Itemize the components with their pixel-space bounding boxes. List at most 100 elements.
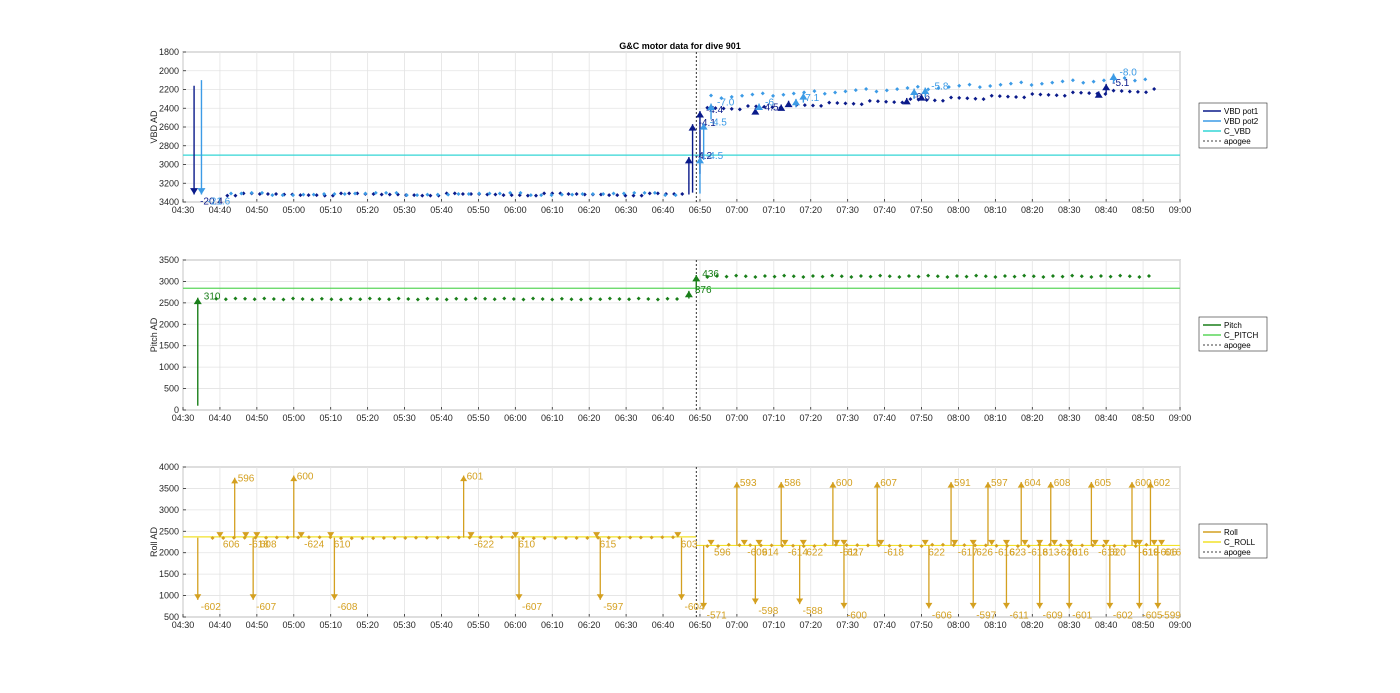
data-point <box>1152 86 1157 91</box>
data-point <box>396 296 401 301</box>
data-point <box>646 297 651 301</box>
data-label: -597 <box>976 610 996 621</box>
data-point <box>665 296 670 301</box>
data-point <box>456 535 461 540</box>
x-tick-label: 05:20 <box>356 205 379 215</box>
data-point <box>949 95 954 100</box>
y-tick-label: 1000 <box>159 591 179 601</box>
x-tick-label: 08:00 <box>947 620 970 630</box>
data-point <box>306 193 311 198</box>
data-point <box>243 296 248 301</box>
data-point <box>241 191 246 196</box>
data-label: 608 <box>1054 478 1071 489</box>
data-label: 436 <box>702 269 719 280</box>
data-point <box>721 106 726 111</box>
data-point <box>801 274 806 279</box>
arrow-head <box>751 598 759 605</box>
data-point <box>663 193 668 198</box>
arrow-head <box>917 94 926 101</box>
x-tick-label: 06:00 <box>504 205 527 215</box>
x-tick-label: 08:10 <box>984 620 1007 630</box>
legend-label: apogee <box>1224 341 1251 350</box>
arrow-head <box>231 477 239 484</box>
data-point <box>652 190 657 195</box>
data-point <box>719 96 724 101</box>
data-label: 376 <box>695 285 712 296</box>
arrow-head <box>1087 482 1095 488</box>
data-point <box>233 193 238 198</box>
data-point <box>887 543 892 548</box>
data-point <box>339 191 344 196</box>
data-point <box>1144 90 1149 95</box>
x-tick-label: 05:10 <box>319 620 342 630</box>
arrow-head <box>1047 482 1055 488</box>
arrow-head <box>695 111 704 118</box>
legend-label: apogee <box>1224 548 1251 557</box>
data-point <box>347 191 352 196</box>
data-label: 596 <box>714 547 731 558</box>
data-label: 600 <box>297 472 314 483</box>
x-tick-label: 04:40 <box>209 413 232 423</box>
x-tick-label: 05:50 <box>467 620 490 630</box>
data-point <box>906 273 911 278</box>
x-tick-label: 05:40 <box>430 413 453 423</box>
data-point <box>823 542 828 547</box>
x-tick-label: 07:40 <box>873 413 896 423</box>
data-point <box>249 190 254 195</box>
arrow-head <box>596 594 604 600</box>
data-point <box>342 192 347 197</box>
data-point <box>781 92 786 97</box>
data-point <box>353 191 358 196</box>
data-point <box>945 274 950 279</box>
data-point <box>373 190 378 195</box>
data-point <box>675 297 680 301</box>
data-point <box>252 297 257 302</box>
arrow-head <box>910 88 919 95</box>
data-point <box>898 543 903 548</box>
x-tick-label: 06:50 <box>689 620 712 630</box>
arrow-head <box>777 482 785 488</box>
data-point <box>887 274 892 279</box>
data-point <box>1146 273 1151 278</box>
data-point <box>957 83 962 88</box>
data-point <box>466 192 471 197</box>
data-point <box>988 83 993 88</box>
x-tick-label: 06:20 <box>578 205 601 215</box>
x-tick-label: 07:30 <box>836 205 859 215</box>
data-point <box>497 191 502 196</box>
arrow-head <box>984 482 992 488</box>
data-point <box>839 274 844 279</box>
data-point <box>617 535 622 540</box>
data-point <box>745 103 750 108</box>
data-point <box>946 84 951 89</box>
x-tick-label: 09:00 <box>1169 620 1192 630</box>
data-point <box>574 535 579 540</box>
data-point <box>758 543 763 548</box>
data-point <box>1133 544 1138 549</box>
data-point <box>1122 544 1127 549</box>
x-tick-label: 05:00 <box>283 620 306 630</box>
data-point <box>384 190 389 195</box>
data-point <box>974 273 979 278</box>
x-tick-label: 04:40 <box>209 620 232 630</box>
data-point <box>394 190 399 195</box>
arrow-head <box>674 532 682 538</box>
data-point <box>1031 274 1036 279</box>
arrow-head <box>840 539 848 546</box>
y-tick-label: 0 <box>174 405 179 415</box>
data-point <box>1062 93 1067 98</box>
data-point <box>936 86 941 91</box>
x-tick-label: 05:00 <box>283 205 306 215</box>
x-tick-label: 06:50 <box>689 205 712 215</box>
data-label: -622 <box>474 540 494 551</box>
data-label: 608 <box>260 540 277 551</box>
data-point <box>296 535 301 540</box>
data-point <box>1069 543 1074 548</box>
legend-label: Roll <box>1224 528 1238 537</box>
data-label: 616 <box>1072 547 1089 558</box>
data-point <box>588 296 593 301</box>
data-point <box>1101 543 1106 548</box>
data-point <box>280 193 285 198</box>
data-point <box>607 296 612 301</box>
